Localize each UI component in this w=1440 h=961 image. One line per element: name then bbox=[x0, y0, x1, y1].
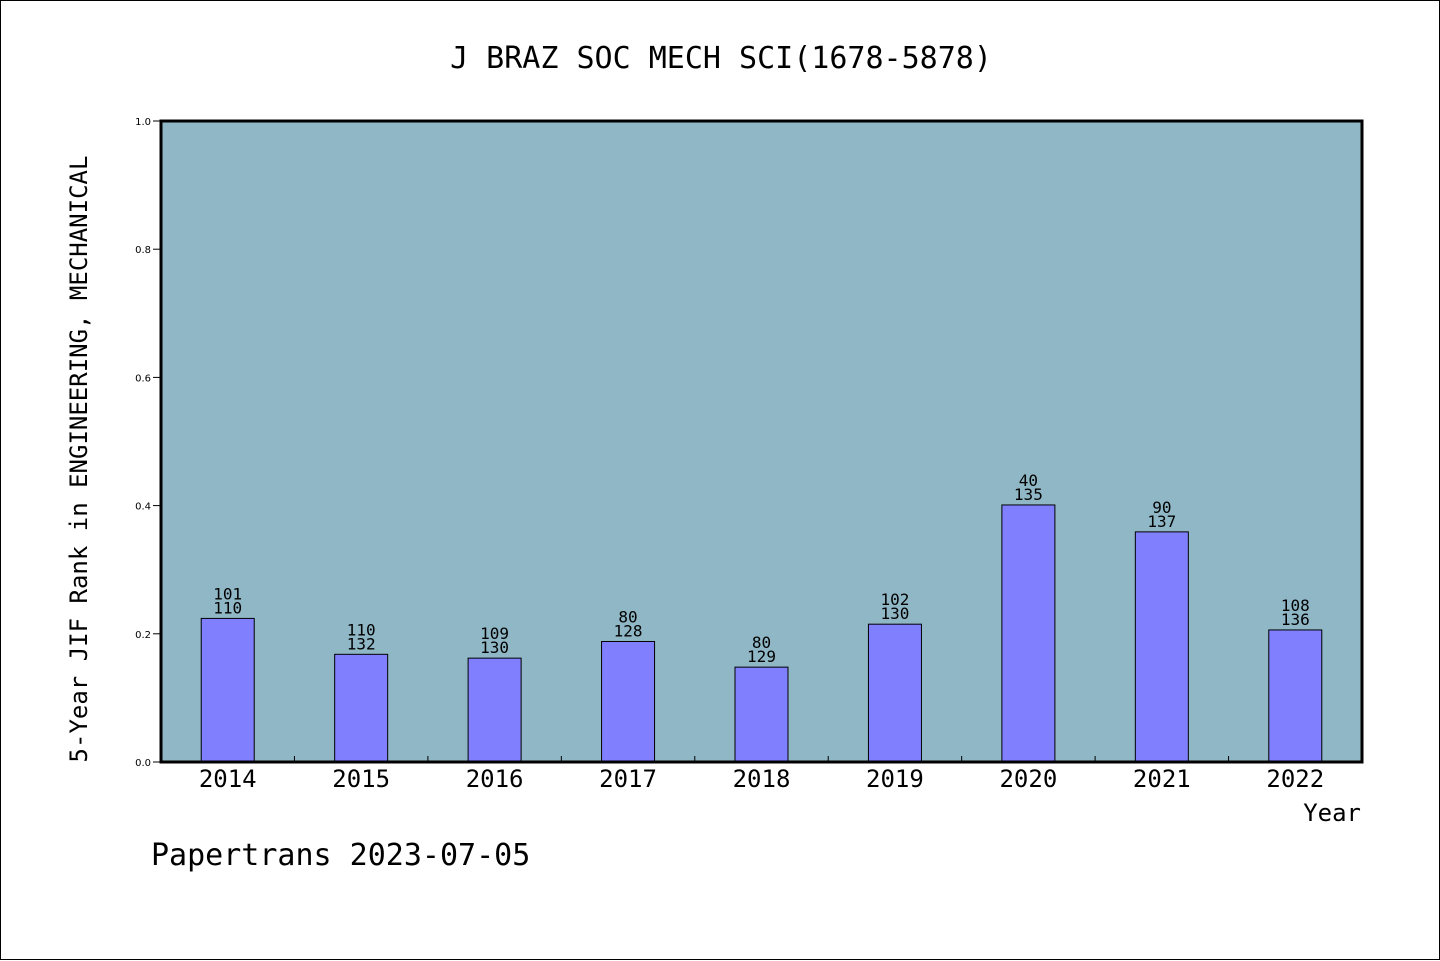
bar-total-label: 135 bbox=[1014, 485, 1043, 504]
bar bbox=[1268, 629, 1323, 763]
bar-rank-label: 102 bbox=[880, 590, 909, 609]
bar-rank-label: 110 bbox=[347, 620, 376, 639]
x-tick-label: 2018 bbox=[733, 765, 791, 793]
x-tick-label: 2022 bbox=[1266, 765, 1324, 793]
y-tick-label: 0.0 bbox=[135, 758, 151, 769]
bar-total-label: 136 bbox=[1281, 610, 1310, 629]
y-tick-label: 1.0 bbox=[135, 117, 151, 128]
x-axis-label: Year bbox=[1303, 799, 1361, 827]
bar-rank-label: 90 bbox=[1152, 498, 1171, 517]
bar bbox=[467, 657, 522, 763]
bar-total-label: 130 bbox=[480, 638, 509, 657]
x-axis-ticks: 2014 2015 2016 2017 2018 2019 2020 2021 2022 bbox=[199, 756, 1324, 793]
bar bbox=[601, 640, 656, 763]
bar-rank-label: 108 bbox=[1281, 596, 1310, 615]
bar-total-label: 128 bbox=[614, 621, 643, 640]
bar-rank-label: 109 bbox=[480, 624, 509, 643]
bar bbox=[334, 653, 389, 763]
y-tick-label: 0.6 bbox=[135, 373, 151, 384]
bar-total-label: 137 bbox=[1147, 512, 1176, 531]
y-tick-label: 0.8 bbox=[135, 245, 151, 256]
bar-rank-label: 101 bbox=[213, 584, 242, 603]
bar-rank-label: 40 bbox=[1019, 471, 1038, 490]
bar bbox=[734, 666, 789, 763]
footer-credit: Papertrans 2023-07-05 bbox=[151, 838, 530, 873]
bar bbox=[867, 623, 922, 763]
bar-total-label: 132 bbox=[347, 634, 376, 653]
bar-rank-label: 80 bbox=[752, 633, 771, 652]
bar bbox=[1001, 504, 1056, 763]
x-tick-label: 2020 bbox=[999, 765, 1057, 793]
x-tick-label: 2014 bbox=[199, 765, 257, 793]
bar bbox=[200, 617, 255, 763]
y-axis-ticks: 0.0 0.2 0.4 0.6 0.8 1.0 bbox=[135, 117, 161, 769]
bar-total-label: 130 bbox=[880, 604, 909, 623]
plot-border bbox=[159, 119, 1364, 764]
x-tick-label: 2016 bbox=[466, 765, 524, 793]
y-axis-label: 5-Year JIF Rank in ENGINEERING, MECHANIC… bbox=[65, 156, 93, 763]
y-tick-label: 0.2 bbox=[135, 630, 151, 641]
chart-title: J BRAZ SOC MECH SCI(1678-5878) bbox=[450, 41, 992, 76]
x-tick-label: 2021 bbox=[1133, 765, 1191, 793]
bar-labels-group: 1011101101321091308012880129102130401359… bbox=[213, 471, 1309, 666]
bars-group bbox=[200, 504, 1323, 763]
bar-rank-label: 80 bbox=[618, 607, 637, 626]
y-tick-label: 0.4 bbox=[135, 502, 151, 513]
bar bbox=[1134, 531, 1189, 763]
x-tick-label: 2019 bbox=[866, 765, 924, 793]
bar-total-label: 129 bbox=[747, 647, 776, 666]
bar-total-label: 110 bbox=[213, 598, 242, 617]
x-tick-label: 2017 bbox=[599, 765, 657, 793]
x-tick-label: 2015 bbox=[332, 765, 390, 793]
